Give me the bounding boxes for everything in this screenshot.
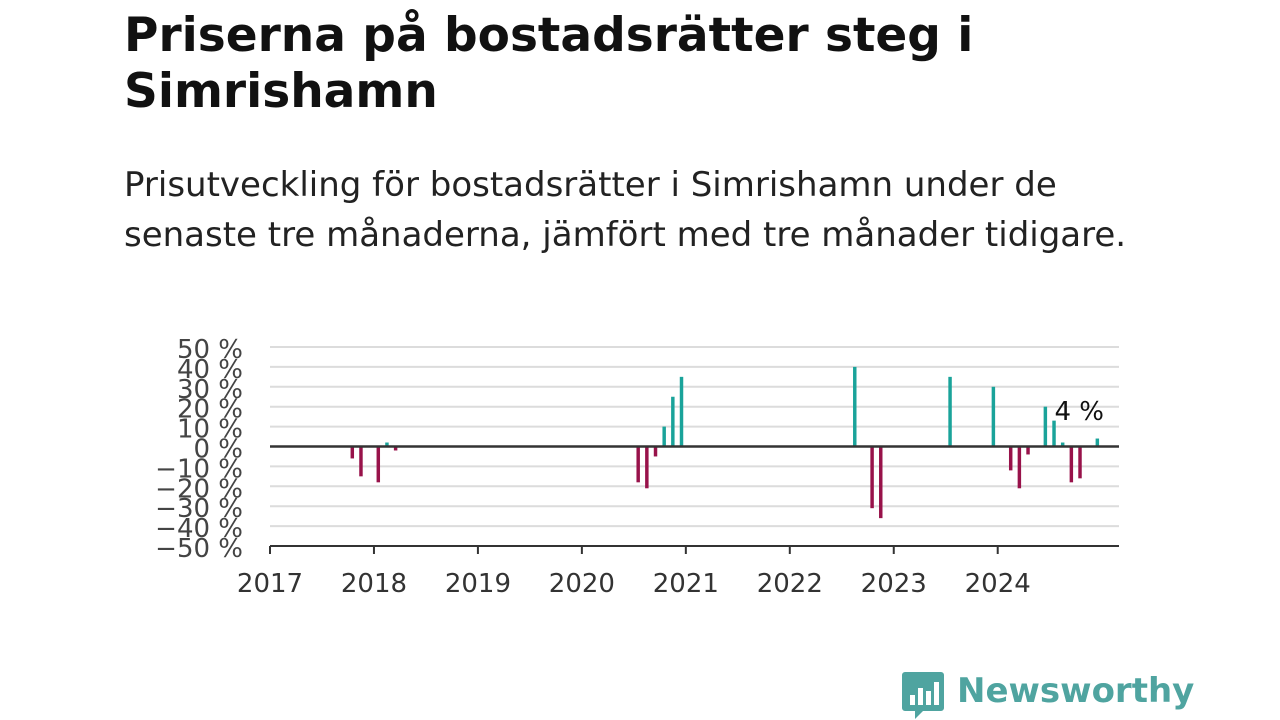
x-tick-label: 2023	[861, 569, 927, 599]
x-tick-label: 2017	[237, 569, 303, 599]
bar	[1069, 446, 1074, 483]
bar	[853, 366, 857, 447]
x-tick-label: 2018	[341, 569, 407, 599]
y-tick-label: −30 %	[155, 494, 243, 524]
bar	[679, 376, 684, 447]
x-tick-label: 2019	[445, 569, 511, 599]
y-tick-label: 10 %	[177, 415, 243, 445]
bar	[350, 446, 355, 459]
axes	[269, 445, 1119, 554]
y-tick-label: −40 %	[155, 514, 243, 544]
bar	[662, 426, 666, 447]
bar	[359, 446, 363, 477]
bars	[350, 366, 1100, 519]
bar	[1052, 420, 1056, 447]
x-tick-label: 2022	[757, 569, 823, 599]
bar	[879, 446, 883, 519]
bar	[645, 446, 649, 489]
x-tick-label: 2020	[549, 569, 615, 599]
tick-labels: 50 %40 %30 %20 %10 %0 %−10 %−20 %−30 %−4…	[155, 335, 1104, 599]
y-tick-label: 30 %	[177, 375, 243, 405]
newsworthy-logo-text: Newsworthy	[957, 671, 1195, 711]
bar	[671, 396, 675, 447]
bar	[1060, 442, 1065, 447]
y-tick-label: 0 %	[193, 435, 243, 465]
y-tick-label: −20 %	[155, 474, 243, 504]
y-tick-label: 40 %	[177, 355, 243, 385]
chart-title: Priserna på bostadsrätter steg i Simrish…	[124, 8, 974, 119]
y-tick-label: −50 %	[155, 534, 243, 564]
bar	[1026, 446, 1030, 455]
newsworthy-logo-icon	[902, 672, 944, 719]
bar	[1043, 406, 1048, 447]
bar	[870, 446, 874, 509]
bar	[991, 386, 996, 447]
bar	[393, 446, 398, 451]
chart-subtitle: Prisutveckling för bostadsrätter i Simri…	[124, 165, 1127, 255]
y-tick-label: −10 %	[155, 454, 243, 484]
last-value-annotation: 4 %	[1054, 397, 1104, 427]
y-tick-label: 50 %	[177, 335, 243, 365]
bar	[1017, 446, 1022, 489]
bar	[948, 376, 952, 447]
y-tick-label: 20 %	[177, 395, 243, 425]
bar	[376, 446, 381, 483]
bar	[385, 442, 389, 447]
bar	[1095, 438, 1100, 447]
bar	[653, 446, 658, 457]
bar	[1078, 446, 1082, 479]
x-tick-label: 2021	[653, 569, 719, 599]
x-tick-label: 2024	[965, 569, 1031, 599]
bar	[636, 446, 640, 483]
bar	[1008, 446, 1013, 471]
